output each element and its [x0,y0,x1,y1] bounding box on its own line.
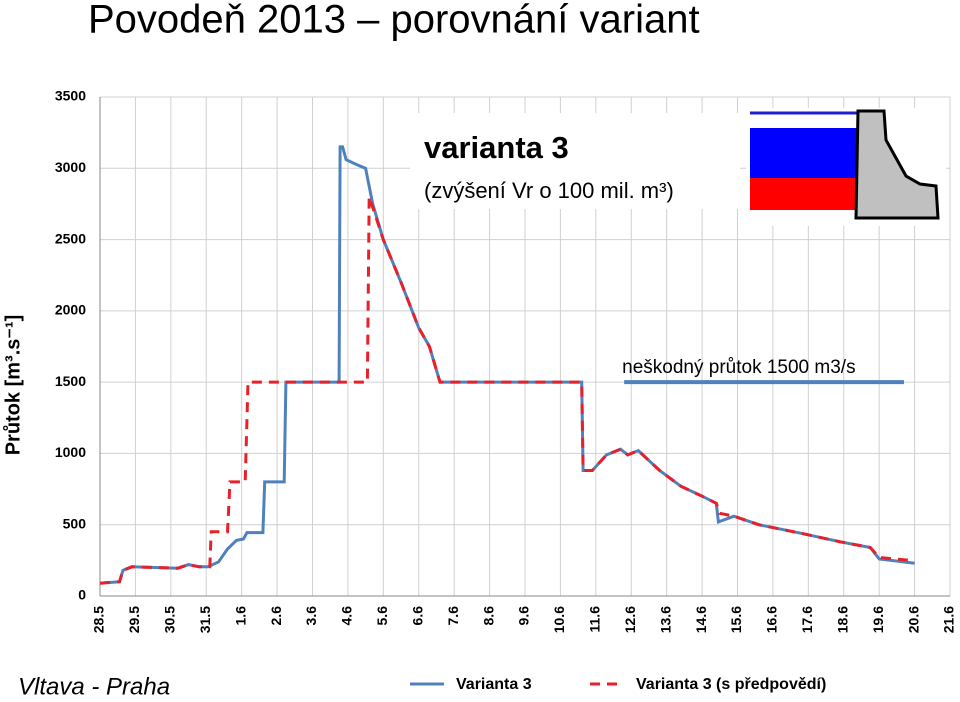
dam-icon [746,108,946,226]
y-tick-label: 0 [78,587,86,603]
y-tick-label: 2000 [55,302,86,318]
annotation-title: varianta 3 [424,130,569,165]
x-tick-label: 1.6 [232,606,248,626]
x-tick-label: 30.5 [162,606,178,633]
x-tick-label: 5.6 [374,606,390,626]
x-tick-label: 11.6 [587,606,603,633]
x-tick-label: 31.5 [197,606,213,633]
x-tick-label: 15.6 [728,606,744,633]
x-tick-label: 20.6 [905,606,921,633]
y-tick-label: 3000 [55,159,86,175]
series-line [99,196,912,585]
legend-label: Varianta 3 (s předpovědí) [636,676,826,693]
x-tick-label: 16.6 [764,606,780,633]
dam-water-blue [750,128,858,178]
x-tick-label: 17.6 [799,606,815,633]
x-tick-label: 18.6 [834,606,850,633]
x-tick-label: 3.6 [303,606,319,626]
x-tick-label: 19.6 [870,606,886,633]
y-axis-label: Průtok [m³.s⁻¹] [2,315,24,456]
y-tick-label: 1000 [55,444,86,460]
dam-body [854,109,940,220]
y-tick-label: 500 [63,515,87,531]
annotation-box [410,113,740,209]
x-tick-label: 13.6 [657,606,673,633]
x-tick-label: 8.6 [480,606,496,626]
legend-label: Varianta 3 [456,676,532,693]
x-tick-label: 7.6 [445,606,461,626]
x-tick-label: 2.6 [268,606,284,626]
y-tick-label: 2500 [55,230,86,246]
x-tick-label: 9.6 [516,606,532,626]
x-tick-label: 21.6 [941,606,957,633]
x-tick-label: 6.6 [409,606,425,626]
x-tick-label: 10.6 [551,606,567,633]
dam-water-red [750,178,858,210]
threshold-label: neškodný průtok 1500 m3/s [622,357,855,378]
footer: Vltava - Praha [18,673,170,700]
x-tick-label: 28.5 [91,606,107,633]
y-tick-label: 1500 [55,373,86,389]
y-tick-label: 3500 [55,88,86,104]
x-tick-label: 4.6 [339,606,355,626]
x-tick-label: 14.6 [693,606,709,633]
annotation-text: (zvýšení Vr o 100 mil. m³) [424,178,674,203]
chart-title: Povodeň 2013 – porovnání variant [88,0,700,42]
x-tick-label: 29.5 [126,606,142,633]
x-tick-label: 12.6 [622,606,638,633]
